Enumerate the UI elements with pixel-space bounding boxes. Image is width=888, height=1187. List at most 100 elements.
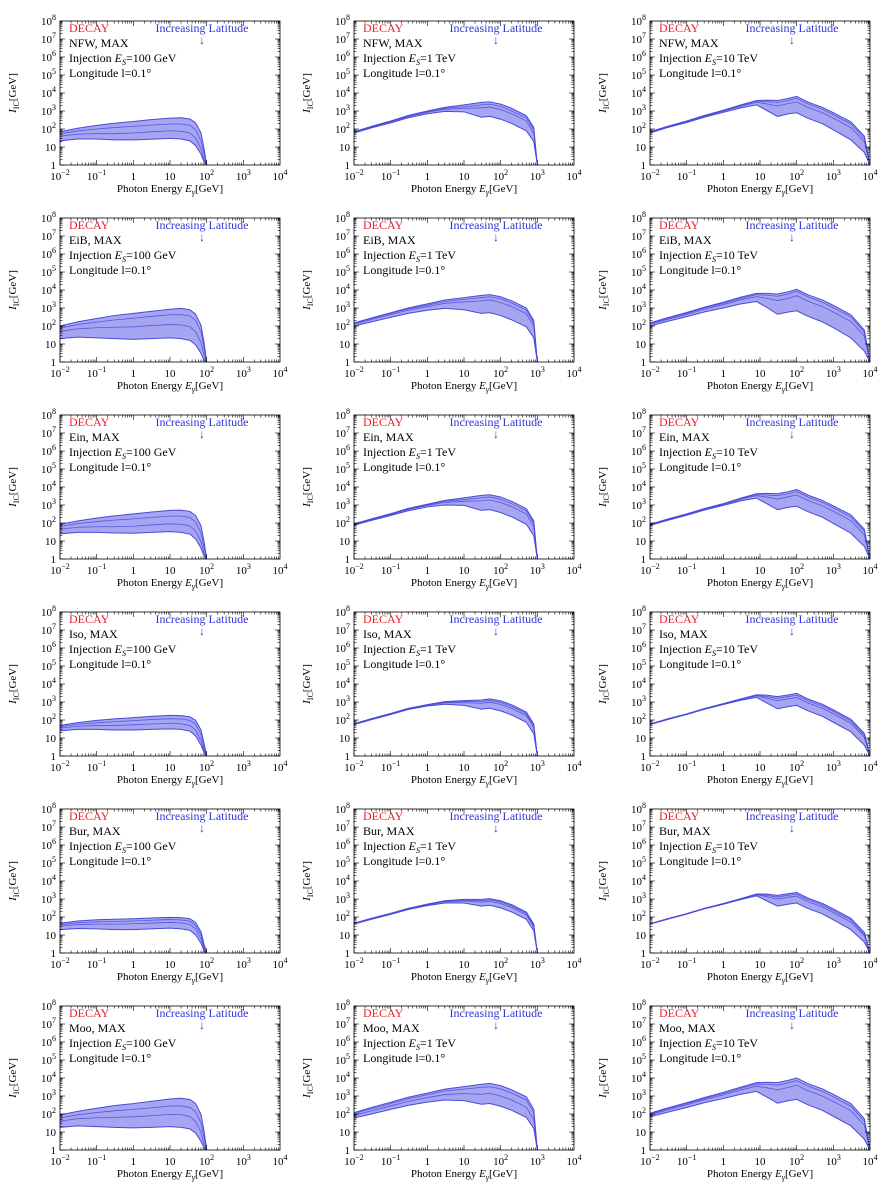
y-tick-label: 10 <box>339 142 351 154</box>
chart-svg: 10−2 10−1 1 10 102 103 104 1 10 102 103 104 105 106 10… <box>301 13 582 197</box>
longitude-label: Longitude l=0.1° <box>69 66 151 80</box>
y-tick-label: 103 <box>335 694 350 709</box>
injection-label: Injection ES=10 TeV <box>659 248 758 264</box>
x-tick-label: 103 <box>826 365 841 380</box>
y-tick-label: 10 <box>339 733 351 745</box>
x-tick-label: 102 <box>199 956 214 971</box>
x-tick-label: 10 <box>755 565 767 577</box>
x-tick-label: 1 <box>131 762 137 774</box>
model-label: EiB, MAX <box>363 233 416 247</box>
y-tick-label: 1 <box>345 160 351 172</box>
band-fill <box>650 1078 870 1150</box>
y-tick-label: 103 <box>631 103 646 118</box>
decay-label: DECAY <box>69 612 110 626</box>
x-tick-label: 103 <box>236 168 251 183</box>
latitude-label: Increasing Latitude <box>450 1006 543 1020</box>
latitude-label: Increasing Latitude <box>450 415 543 429</box>
chart-svg: 10−2 10−1 1 10 102 103 104 1 10 102 103 104 105 106 10… <box>597 407 878 591</box>
band-mid-line-2 <box>353 496 538 560</box>
model-label: Iso, MAX <box>69 627 118 641</box>
y-tick-label: 108 <box>631 407 646 422</box>
x-tick-label: 103 <box>826 956 841 971</box>
y-axis-label: IIC[GeV] <box>301 467 315 508</box>
decay-label: DECAY <box>69 1006 110 1020</box>
band-mid-line-2 <box>59 515 208 560</box>
band-lower-line <box>649 300 871 363</box>
y-tick-label: 105 <box>335 658 350 673</box>
y-tick-label: 104 <box>335 873 350 888</box>
model-label: Bur, MAX <box>363 824 415 838</box>
y-tick-label: 1 <box>51 1145 57 1157</box>
axis-ticks <box>649 415 870 560</box>
x-axis-label: Photon Energy Eγ[GeV] <box>117 971 223 985</box>
chart-svg: 10−2 10−1 1 10 102 103 104 1 10 102 103 104 105 106 10… <box>7 604 288 788</box>
y-tick-label: 10 <box>339 1127 351 1139</box>
y-tick-label: 104 <box>41 282 56 297</box>
x-tick-label: 103 <box>236 1153 251 1168</box>
chart-svg: 10−2 10−1 1 10 102 103 104 1 10 102 103 104 105 106 10… <box>301 998 582 1182</box>
model-label: EiB, MAX <box>69 233 122 247</box>
decay-label: DECAY <box>69 415 110 429</box>
x-tick-label: 1 <box>425 762 431 774</box>
x-tick-label: 1 <box>131 171 137 183</box>
latitude-label: Increasing Latitude <box>450 809 543 823</box>
band-upper-line <box>59 307 208 363</box>
y-tick-label: 10 <box>339 536 351 548</box>
band-mid-line-2 <box>649 290 871 363</box>
y-axis-label: IIC[GeV] <box>301 73 315 114</box>
x-tick-label: 10−1 <box>677 168 697 183</box>
x-tick-label: 1 <box>425 959 431 971</box>
x-axis-label: Photon Energy Eγ[GeV] <box>117 380 223 394</box>
x-tick-label: 103 <box>530 956 545 971</box>
x-tick-label: 102 <box>493 168 508 183</box>
y-tick-label: 10 <box>635 1127 647 1139</box>
axis-ticks <box>353 218 574 363</box>
y-axis-label: IIC[GeV] <box>7 1058 21 1099</box>
y-tick-label: 104 <box>631 1070 646 1085</box>
model-label: NFW, MAX <box>69 36 129 50</box>
x-tick-label: 1 <box>425 368 431 380</box>
x-tick-label: 10 <box>165 565 177 577</box>
y-tick-label: 106 <box>335 1034 350 1049</box>
y-tick-label: 105 <box>41 1052 56 1067</box>
x-tick-label: 10−2 <box>640 365 660 380</box>
band-fill <box>650 96 870 165</box>
model-label: NFW, MAX <box>659 36 719 50</box>
y-tick-label: 105 <box>631 1052 646 1067</box>
x-axis-label: Photon Energy Eγ[GeV] <box>411 577 517 591</box>
y-tick-label: 103 <box>41 891 56 906</box>
y-axis-label: IIC[GeV] <box>301 664 315 705</box>
y-axis-label: IIC[GeV] <box>597 270 611 311</box>
y-tick-label: 105 <box>41 67 56 82</box>
y-tick-label: 106 <box>631 837 646 852</box>
latitude-arrow: ↓ <box>493 230 499 244</box>
x-axis-label: Photon Energy Eγ[GeV] <box>707 971 813 985</box>
y-tick-label: 104 <box>631 873 646 888</box>
band-fill <box>354 1083 538 1150</box>
y-tick-label: 102 <box>335 318 350 333</box>
latitude-arrow: ↓ <box>789 821 795 835</box>
chart-panel-2-2: 10−2 10−1 1 10 102 103 104 1 10 102 103 104 105 106 10… <box>294 197 590 394</box>
decay-label: DECAY <box>69 21 110 35</box>
x-tick-label: 10 <box>459 1156 471 1168</box>
y-tick-label: 104 <box>631 676 646 691</box>
y-tick-label: 102 <box>41 318 56 333</box>
chart-svg: 10−2 10−1 1 10 102 103 104 1 10 102 103 104 105 106 10… <box>301 210 582 394</box>
x-tick-label: 10−1 <box>87 759 107 774</box>
y-tick-label: 1 <box>51 160 57 172</box>
y-tick-label: 103 <box>41 300 56 315</box>
latitude-arrow: ↓ <box>789 1018 795 1032</box>
y-tick-label: 107 <box>41 819 56 834</box>
model-label: Moo, MAX <box>659 1021 716 1035</box>
chart-svg: 10−2 10−1 1 10 102 103 104 1 10 102 103 104 105 106 10… <box>597 998 878 1182</box>
y-tick-label: 107 <box>41 31 56 46</box>
y-tick-label: 106 <box>335 837 350 852</box>
y-tick-label: 104 <box>335 282 350 297</box>
y-tick-label: 10 <box>635 142 647 154</box>
x-axis-label: Photon Energy Eγ[GeV] <box>707 774 813 788</box>
chart-svg: 10−2 10−1 1 10 102 103 104 1 10 102 103 104 105 106 10… <box>301 407 582 591</box>
y-tick-label: 102 <box>41 712 56 727</box>
y-tick-label: 1 <box>641 160 647 172</box>
band-fill <box>650 289 870 362</box>
x-tick-label: 1 <box>721 762 727 774</box>
